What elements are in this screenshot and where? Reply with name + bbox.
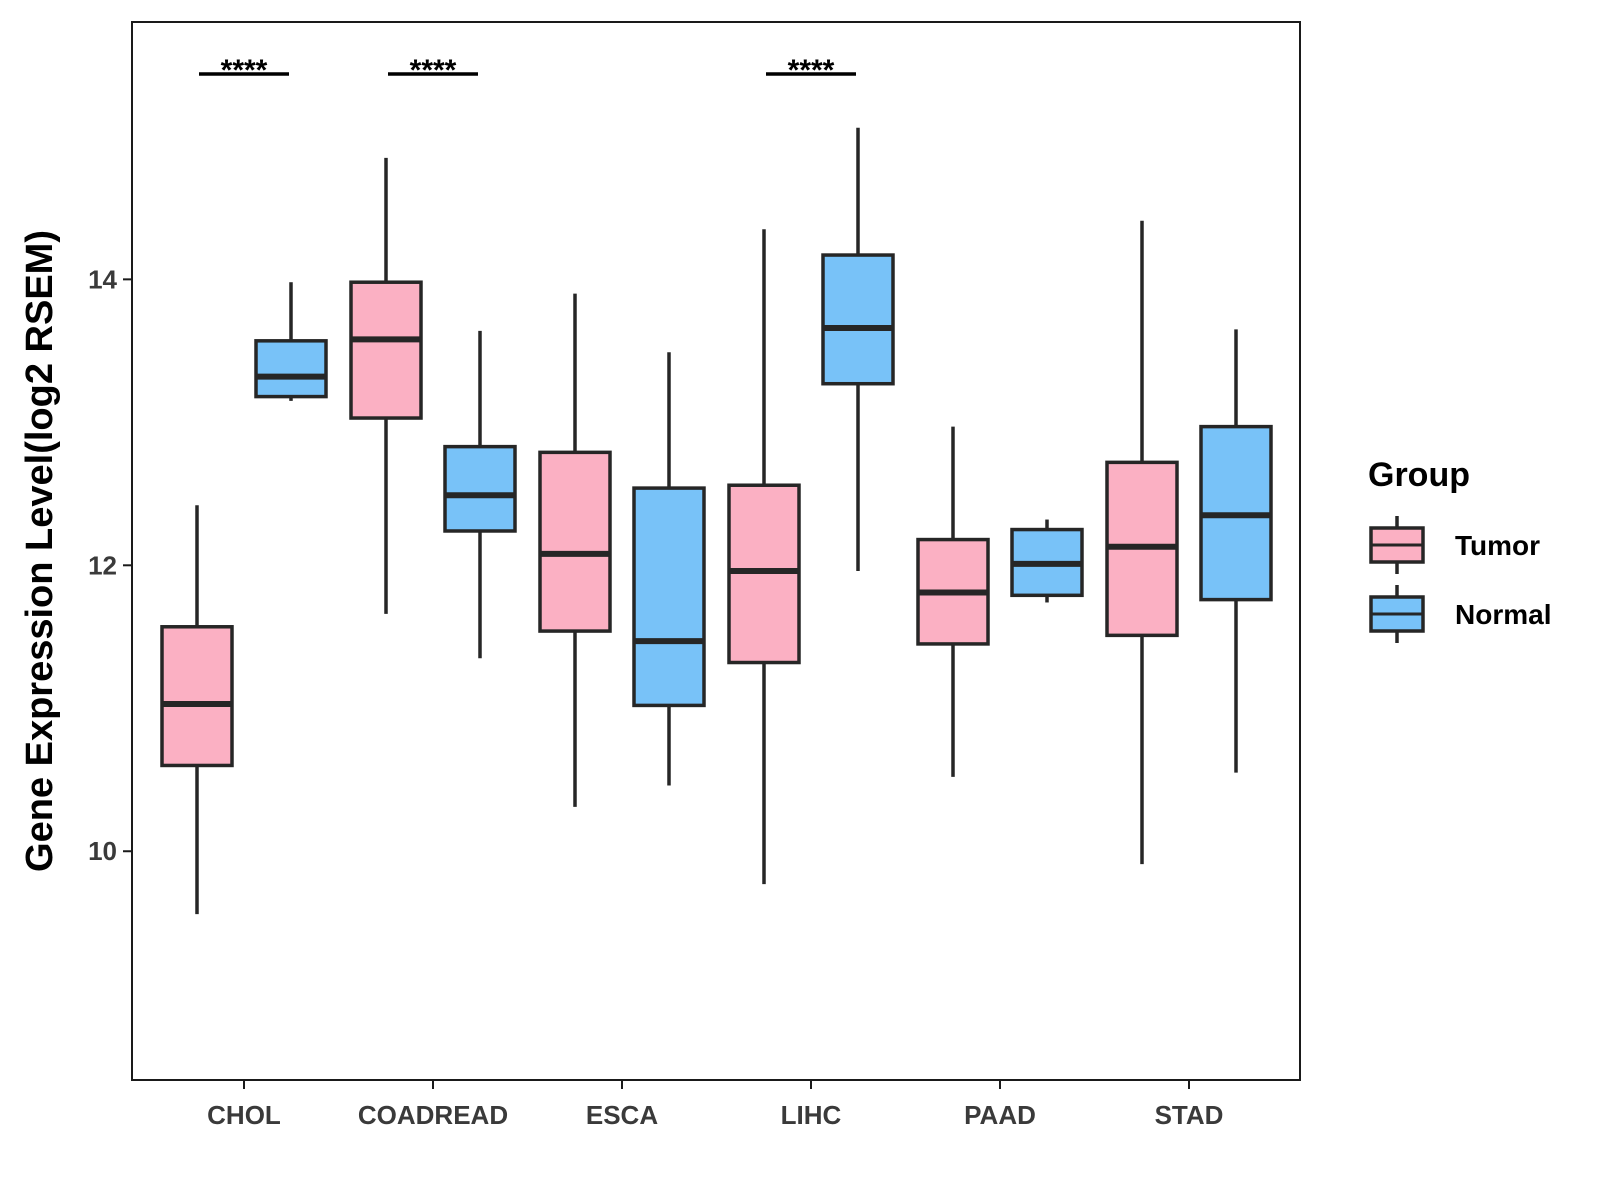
box-esca-tumor [538,293,612,807]
iqr-box-chol-normal [254,339,328,399]
box-esca-normal [632,352,706,786]
significance-label-chol: **** [221,54,268,87]
x-axis: CHOL COADREAD ESCA LIHC PAAD STAD [207,1080,1223,1130]
y-axis: 10 12 14 [88,264,132,866]
legend-title: Group [1368,456,1470,494]
iqr-box-chol-tumor [160,625,234,768]
box-chol-normal [254,282,328,401]
x-tick-label-chol: CHOL [207,1100,281,1130]
y-tick-label-14: 14 [88,264,117,294]
box-stad-normal [1199,329,1273,773]
box-lihc-tumor [727,229,801,885]
x-tick-label-esca: ESCA [586,1100,658,1130]
y-tick-label-12: 12 [88,550,117,580]
iqr-box-lihc-normal [821,253,895,386]
iqr-box-esca-tumor [538,450,612,633]
y-tick-label-10: 10 [88,836,117,866]
box-chol-tumor [160,505,234,915]
x-tick-label-stad: STAD [1155,1100,1224,1130]
box-coadread-tumor [349,157,423,614]
legend-label-tumor: Tumor [1455,530,1540,561]
legend-key-normal [1369,585,1425,643]
legend-key-tumor [1369,516,1425,574]
box-stad-tumor [1105,220,1179,865]
box-paad-normal [1010,519,1084,603]
x-tick-label-paad: PAAD [964,1100,1036,1130]
legend: Group Tumor Normal [1368,456,1551,643]
iqr-box-coadread-tumor [349,280,423,420]
significance-label-coadread: **** [410,54,457,87]
x-tick-label-coadread: COADREAD [358,1100,508,1130]
box-lihc-normal [821,127,895,572]
y-axis-title: Gene Expression Level(log2 RSEM) [19,230,61,872]
box-layer [160,127,1273,915]
box-coadread-normal [443,330,517,659]
legend-item-normal: Normal [1369,585,1551,643]
box-paad-tumor [916,426,990,777]
legend-item-tumor: Tumor [1369,516,1540,574]
significance-layer: **** **** **** [199,54,856,87]
iqr-box-esca-normal [632,486,706,708]
iqr-box-coadread-normal [443,444,517,533]
legend-label-normal: Normal [1455,599,1551,630]
x-tick-label-lihc: LIHC [781,1100,842,1130]
significance-label-lihc: **** [788,54,835,87]
